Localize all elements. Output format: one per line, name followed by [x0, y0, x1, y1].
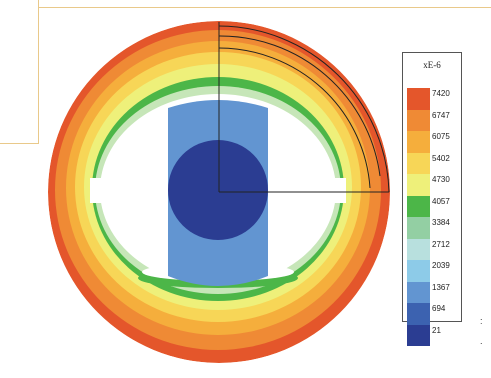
quadrant-outline-inner	[218, 35, 381, 177]
legend-label: 2039	[432, 261, 450, 270]
legend-swatch	[407, 260, 430, 282]
quadrant-outline-arc-2	[218, 47, 371, 189]
quadrant-outline-outer	[218, 25, 390, 193]
legend-swatch	[407, 324, 430, 346]
legend-label: 1367	[432, 282, 450, 292]
page-frame-left-line	[38, 0, 39, 143]
legend-label: 6747	[432, 110, 450, 120]
legend-label: 7420	[432, 89, 450, 98]
legend-swatch	[407, 174, 430, 196]
keyway-right	[306, 178, 346, 203]
legend-label: 21	[432, 325, 441, 335]
page-frame-corner-line	[0, 143, 39, 144]
legend-label: 4730	[432, 175, 450, 184]
legend-swatch	[407, 195, 430, 217]
legend-swatch	[407, 281, 430, 303]
keyway-left	[90, 178, 130, 203]
legend-swatch	[407, 217, 430, 239]
legend-label: 3384	[432, 218, 450, 227]
page-frame-top-line	[38, 7, 491, 8]
shaft-core	[168, 140, 268, 240]
legend-swatch	[407, 88, 430, 110]
legend-label: 6075	[432, 132, 450, 141]
side-mark-2: .	[480, 336, 483, 346]
legend-title: xE-6	[423, 60, 441, 70]
legend-swatch	[407, 238, 430, 260]
legend-swatch	[407, 109, 430, 131]
legend-label: 694	[432, 304, 446, 313]
legend: xE-6 7420 6747 6075 5402 4730 4057 3384 2712 203…	[402, 52, 462, 346]
legend-swatch	[407, 303, 430, 325]
legend-label: 4057	[432, 196, 450, 206]
legend-label: 5402	[432, 153, 450, 163]
legend-swatch	[407, 131, 430, 153]
legend-swatch	[407, 152, 430, 174]
legend-label: 2712	[432, 239, 450, 249]
side-mark-1: :	[480, 316, 483, 326]
